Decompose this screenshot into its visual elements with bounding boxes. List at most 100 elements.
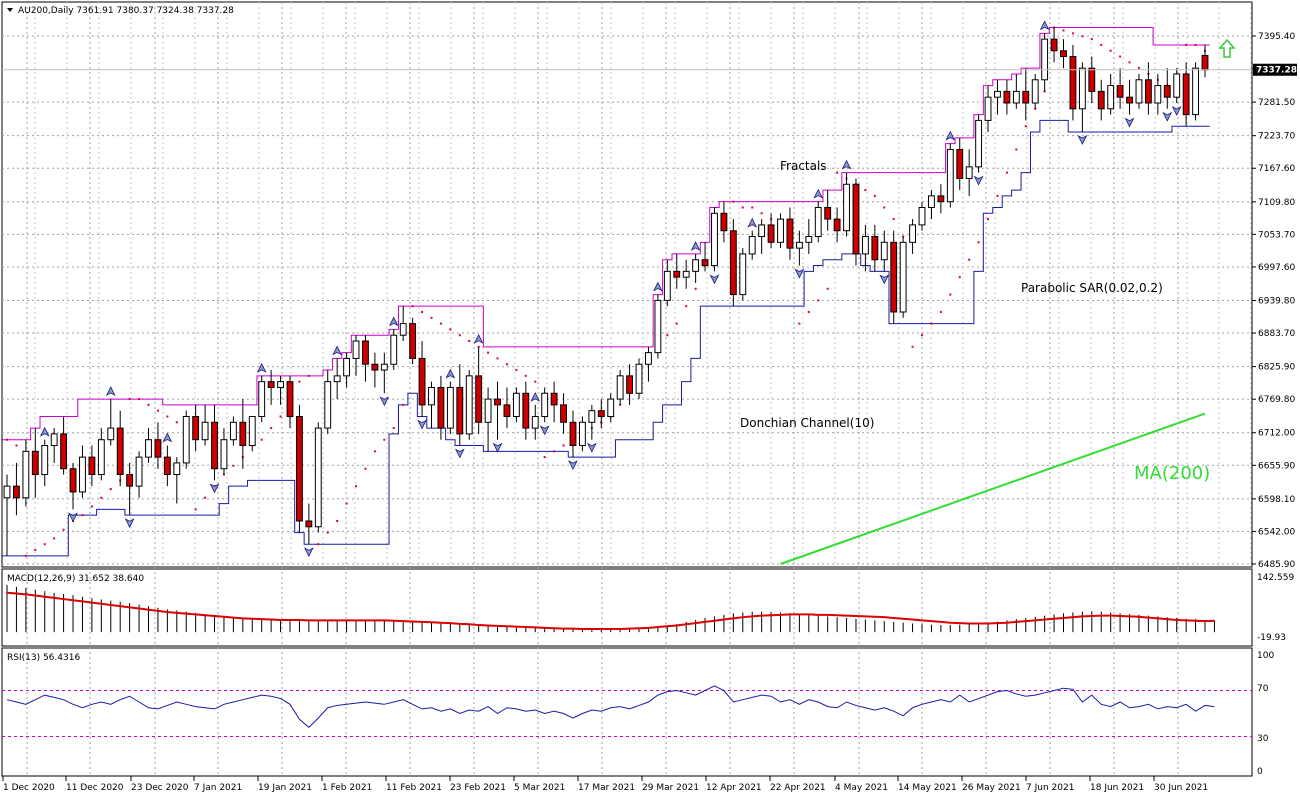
fractal-up-icon [652,281,663,292]
sar-dot [968,258,971,261]
xaxis-layer: 1 Dec 2020 11 Dec 2020 23 Dec 2020 7 Jan 20… [2,776,1208,793]
bull-candle [880,241,888,261]
fractal-up-icon [162,432,173,443]
sar-dot [515,369,518,372]
bear-candle [69,468,77,493]
rsi-tick-30: 30 [1257,734,1269,744]
bear-candle [409,323,417,359]
symbol-dropdown-icon[interactable] [7,8,13,12]
symbol-line: AU200,Daily 7361.91 7380.37 7324.38 7337… [18,6,234,16]
fractal-down-icon [303,547,314,558]
rsi-layer [2,685,1252,737]
bull-candle [229,421,237,441]
sar-dot [1109,49,1112,52]
ma-annotation: MA(200) [1134,463,1210,484]
bear-candle [852,183,860,255]
sar-dot [949,293,952,296]
rsi-line [6,685,1215,728]
sar-dot [166,415,169,418]
time-tick-label: 4 May 2021 [835,783,888,793]
price-tick-label: 6825.90 [1258,363,1295,373]
sar-dot [138,398,141,401]
donchian-lower-line [2,119,1210,557]
bull-candle [711,212,718,267]
bull-candle [692,259,700,272]
bull-candle [861,236,869,255]
bear-candle [371,363,379,371]
bear-candle [890,241,898,313]
ma-layer [780,412,1206,565]
sar-dot [760,212,763,215]
price-tick-label: 6939.80 [1258,296,1295,306]
fractal-up-icon [105,386,116,396]
bull-candle [909,224,916,243]
bull-candle [399,323,407,336]
sar-dot [505,363,508,366]
macd-top-tick: 142.559 [1257,573,1294,583]
bear-candle [824,206,832,220]
fractal-down-icon [568,460,578,471]
bull-candle [843,183,850,232]
sar-dot [156,409,159,412]
price-tick-label: 6542.00 [1258,527,1295,537]
bear-candle [1003,90,1011,104]
bull-candle [258,381,266,417]
sar-dot [553,450,556,453]
price-tick-label: 6769.80 [1258,395,1295,405]
bull-candle [531,415,539,429]
bear-candle [31,450,39,476]
bear-candle [550,392,558,406]
bear-candle [560,404,567,423]
sar-dot [100,496,103,499]
price-tick-label: 6598.10 [1258,495,1295,505]
bull-candle [682,270,690,278]
sar-dot [411,305,414,308]
sar-dot [524,374,527,377]
macd-bottom-tick: -19.93 [1257,633,1286,643]
sar-dot [892,218,895,221]
fractal-up-icon [1039,20,1050,31]
donchian-upper-line [2,27,1210,441]
bull-candle [97,439,105,476]
bear-candle [767,224,775,243]
bull-candle [1031,79,1039,104]
bear-candle [154,439,162,458]
bear-candle [418,357,426,406]
sar-dot [534,380,537,383]
bull-candle [1012,90,1020,104]
sar-dot [751,206,754,209]
bear-candle [937,195,945,203]
sar-dot [496,357,499,360]
fractal-down-icon [539,425,550,436]
candle-layer [3,27,1209,556]
bull-candle [663,270,671,301]
bull-candle [654,299,662,354]
fractals-annotation: Fractals [780,159,827,173]
price-tick-label: 6485.90 [1258,560,1295,570]
sar-dot [1062,29,1065,32]
sar-dot [987,218,990,221]
fractal-down-icon [417,419,427,430]
time-tick-label: 7 Jan 2021 [194,783,242,793]
sar-dot [62,528,65,531]
price-tick-label: 6997.60 [1258,263,1295,273]
price-tick-label: 7053.70 [1258,230,1295,240]
sar-dot [373,450,376,453]
time-tick-label: 26 May 2021 [962,783,1021,793]
sar-dot [421,310,424,313]
bull-candle [1078,67,1086,110]
sar-dot [836,171,839,174]
bull-candle [465,375,473,435]
sar-dot [487,351,490,354]
bear-candle [126,474,134,487]
sar-dot [1015,148,1018,151]
bull-candle [314,427,322,528]
donchian-layer [2,27,1210,557]
bear-candle [729,230,737,296]
sar-dot [675,322,678,325]
fractal-down-icon [794,268,805,279]
sar-dot [355,485,358,488]
sar-dot [741,206,744,209]
bear-candle [1088,67,1096,92]
